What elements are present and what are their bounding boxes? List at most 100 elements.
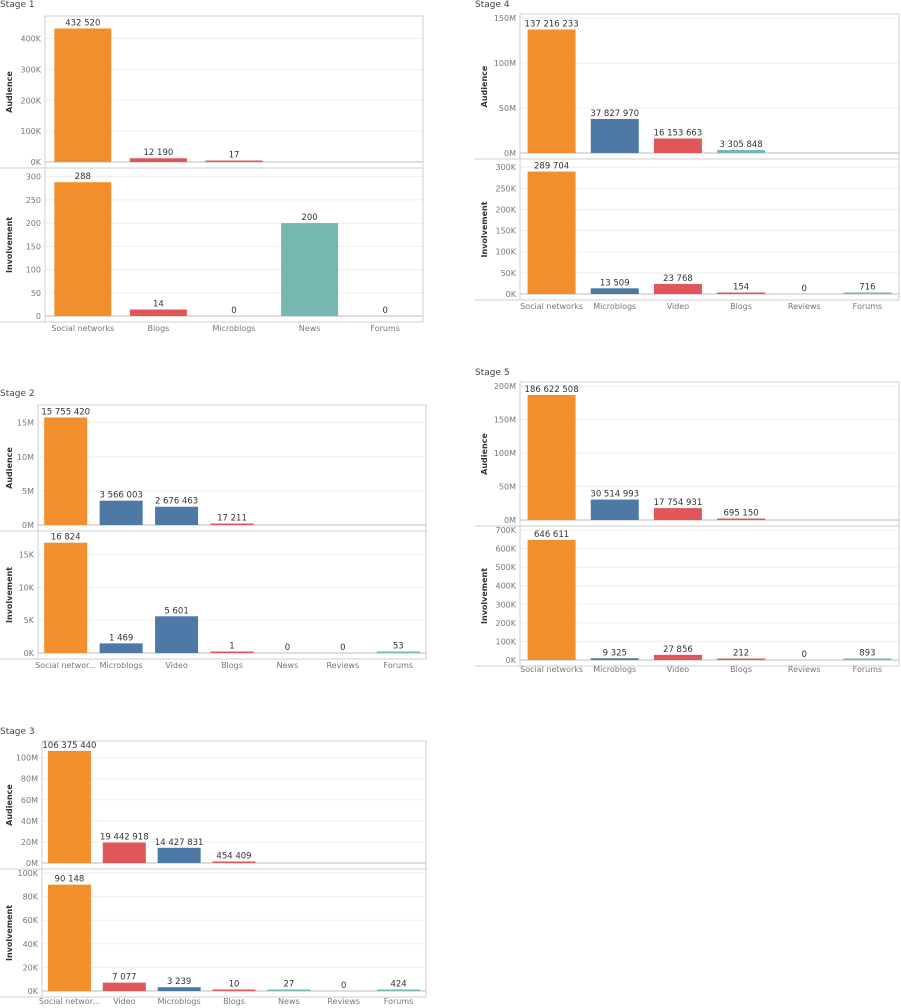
data-label: 716 (859, 283, 875, 293)
category-label: Social networ... (35, 661, 96, 670)
data-label: 15 755 420 (41, 407, 90, 417)
data-label: 432 520 (65, 18, 100, 28)
bar (717, 292, 766, 294)
y-tick-label: 5K (24, 616, 35, 625)
data-label: 137 216 233 (525, 20, 579, 30)
bar (590, 118, 639, 153)
y-tick-label: 250K (495, 184, 516, 193)
y-tick-label: 0M (26, 859, 38, 868)
data-label: 16 153 663 (654, 128, 703, 138)
y-tick-label: 600K (495, 545, 516, 554)
category-label: Video (165, 661, 188, 670)
y-tick-label: 150M (494, 14, 516, 23)
data-label: 9 325 (603, 648, 627, 658)
bar (54, 182, 112, 316)
y-axis-label: Audience (480, 65, 489, 107)
data-label: 10 (229, 980, 240, 990)
category-label: Microblogs (100, 661, 143, 670)
y-tick-label: 20K (23, 963, 39, 972)
y-tick-label: 50K (501, 269, 517, 278)
data-label: 5 601 (164, 606, 188, 616)
y-tick-label: 200M (494, 382, 516, 391)
data-label: 16 824 (51, 533, 81, 543)
bar (102, 982, 146, 991)
y-tick-label: 0M (22, 521, 34, 530)
bar (653, 508, 702, 520)
bar (653, 138, 702, 153)
category-label: Blogs (730, 665, 752, 674)
data-label: 2 676 463 (155, 497, 198, 507)
category-label: Social networ... (39, 997, 100, 1006)
y-tick-label: 300K (495, 600, 516, 609)
bar (205, 160, 263, 162)
bar (102, 842, 146, 863)
stage-4-svg: 0M 50M 100M 150M Audience 137 216 233 37 827 9… (475, 13, 900, 311)
bar (157, 847, 201, 863)
data-label: 27 (283, 980, 294, 990)
data-label: 19 442 918 (100, 833, 149, 843)
data-label: 17 754 931 (654, 498, 703, 508)
stage-2-title: Stage 2 (0, 389, 35, 399)
stage-1-title: Stage 1 (0, 0, 35, 10)
data-label: 454 409 (216, 852, 251, 862)
bar (717, 518, 766, 520)
category-label: Social networks (520, 665, 583, 674)
data-label: 289 704 (534, 162, 569, 172)
data-label: 0 (802, 650, 807, 660)
y-tick-label: 80K (23, 893, 39, 902)
y-tick-label: 10K (19, 583, 35, 592)
data-label: 212 (733, 649, 749, 659)
y-axis-label: Audience (480, 433, 489, 475)
data-label: 695 150 (724, 509, 759, 519)
bar (843, 658, 892, 660)
data-label: 0 (341, 981, 346, 991)
y-tick-label: 300K (20, 65, 41, 74)
stage-2-svg: 0M 5M 10M 15M Audience 15 755 420 3 566 003 2 6… (0, 404, 427, 670)
category-label: Microblogs (593, 665, 636, 674)
y-tick-label: 700K (495, 526, 516, 535)
category-label: Forums (384, 661, 414, 670)
y-tick-label: 0 (36, 312, 41, 321)
data-label: 0 (340, 643, 345, 653)
data-label: 12 190 (144, 148, 174, 158)
category-label: Blogs (223, 997, 245, 1006)
data-label: 0 (231, 306, 236, 316)
y-tick-label: 0K (506, 290, 517, 299)
category-label: Social networks (520, 302, 583, 311)
y-tick-label: 0K (28, 987, 39, 996)
data-label: 3 566 003 (100, 491, 143, 501)
data-label: 13 509 (600, 278, 630, 288)
bar (99, 500, 143, 525)
stage-3-chart: Stage 3 0M 20M 40M 60M 80M 100M Audience 106 37… (0, 727, 430, 1008)
category-label: News (278, 997, 300, 1006)
y-tick-label: 60M (21, 796, 38, 805)
bar (376, 651, 420, 653)
y-tick-label: 200K (495, 205, 516, 214)
data-label: 37 827 970 (590, 109, 639, 119)
data-label: 0 (382, 306, 387, 316)
stage-5-title: Stage 5 (475, 368, 510, 378)
y-tick-label: 15M (17, 419, 34, 428)
bar (210, 523, 254, 525)
y-tick-label: 150 (26, 242, 41, 251)
y-tick-label: 500K (495, 563, 516, 572)
y-tick-label: 0M (504, 516, 516, 525)
bar (155, 616, 199, 653)
category-label: Video (667, 302, 690, 311)
bar (377, 989, 421, 991)
y-tick-label: 100K (495, 248, 516, 257)
data-label: 30 514 993 (590, 490, 639, 500)
data-label: 424 (390, 980, 406, 990)
bar (212, 861, 256, 863)
stage-1-svg: 0K 100K 200K 300K 400K Audience 432 520 12 190 1… (0, 15, 424, 333)
stage-3-svg: 0M 20M 40M 60M 80M 100M Audience 106 375 440 19 … (0, 740, 427, 1006)
y-tick-label: 100 (26, 266, 41, 275)
data-label: 1 469 (109, 633, 133, 643)
y-tick-label: 0K (24, 649, 35, 658)
y-tick-label: 5M (22, 487, 34, 496)
data-label: 154 (733, 283, 749, 293)
data-label: 646 611 (534, 530, 569, 540)
bar (843, 292, 892, 294)
data-label: 106 375 440 (42, 741, 96, 751)
y-tick-label: 60K (23, 916, 39, 925)
